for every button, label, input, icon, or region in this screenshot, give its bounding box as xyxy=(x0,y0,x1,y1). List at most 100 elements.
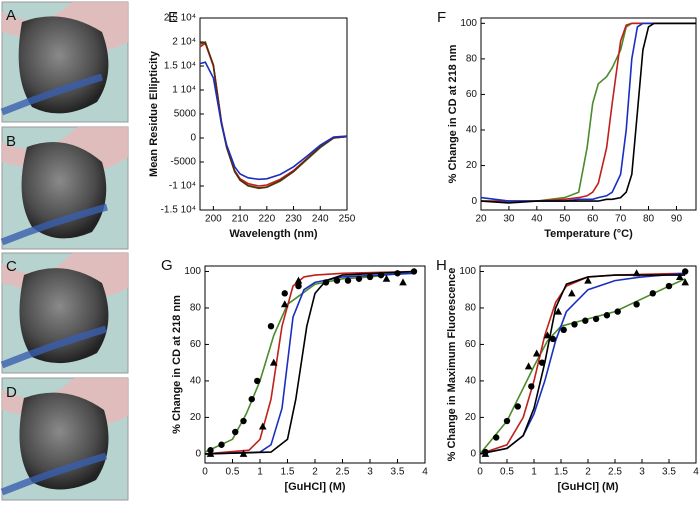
data-point xyxy=(582,317,589,324)
y-tick-label: 40 xyxy=(466,125,478,136)
x-axis-label: [GuHCl] (M) xyxy=(557,481,618,493)
panel-label: E xyxy=(168,9,178,26)
data-line xyxy=(479,278,686,455)
data-point xyxy=(554,307,563,315)
x-tick-label: 2 xyxy=(585,467,591,478)
data-point xyxy=(481,449,490,457)
x-tick-label: 250 xyxy=(339,214,356,225)
x-tick-label: 60 xyxy=(587,214,599,225)
data-point xyxy=(614,308,621,315)
data-point xyxy=(394,270,401,277)
data-point xyxy=(232,428,239,436)
structure-panel xyxy=(0,377,129,501)
y-tick-label: 100 xyxy=(460,18,477,29)
data-line xyxy=(480,22,696,204)
x-tick-label: 0.5 xyxy=(226,467,240,478)
data-line xyxy=(199,42,348,187)
x-tick-label: 1.5 xyxy=(281,467,295,478)
structure-panel xyxy=(0,126,129,250)
x-tick-label: 1 xyxy=(531,467,537,478)
data-line xyxy=(199,40,348,190)
x-tick-label: 4 xyxy=(693,467,699,478)
y-tick-label: 2 10⁴ xyxy=(172,37,196,48)
y-tick-label: 20 xyxy=(466,160,478,171)
data-line xyxy=(481,22,696,202)
x-tick-label: 230 xyxy=(285,214,302,225)
data-point xyxy=(295,282,302,290)
x-tick-label: 4 xyxy=(422,467,428,478)
y-tick-label: 40 xyxy=(465,376,477,387)
x-tick-label: 3.5 xyxy=(662,467,676,478)
y-tick-label: 0 xyxy=(195,449,201,460)
x-tick-label: 3.5 xyxy=(391,467,405,478)
x-tick-label: 70 xyxy=(615,214,627,225)
panel-label: F xyxy=(437,9,446,26)
data-point xyxy=(592,315,600,323)
y-axis-label: Mean Residue Ellipticity xyxy=(148,50,160,177)
data-point xyxy=(560,326,567,334)
data-point xyxy=(649,290,656,297)
y-tick-label: -1 10⁴ xyxy=(169,181,196,192)
x-tick-label: 3 xyxy=(639,467,645,478)
data-point xyxy=(514,403,521,410)
x-tick-label: 0 xyxy=(202,467,208,478)
x-axis-label: Temperature (°C) xyxy=(544,228,633,240)
structure-panel xyxy=(0,1,129,123)
data-point xyxy=(322,279,330,286)
data-line xyxy=(204,270,415,455)
data-line xyxy=(480,22,696,202)
y-tick-label: 20 xyxy=(190,412,202,423)
x-tick-label: 2.5 xyxy=(336,467,350,478)
data-point xyxy=(493,434,500,441)
data-line xyxy=(199,41,348,189)
data-point xyxy=(366,273,374,281)
x-axis-label: Wavelength (nm) xyxy=(229,228,318,240)
x-tick-label: 90 xyxy=(671,214,683,225)
data-point xyxy=(333,277,341,284)
data-line xyxy=(481,22,696,202)
x-tick-label: 240 xyxy=(312,214,329,225)
data-point xyxy=(503,417,511,425)
data-point xyxy=(524,362,533,370)
x-tick-label: 200 xyxy=(205,214,222,225)
data-point xyxy=(239,449,248,457)
y-tick-label: 0 xyxy=(470,449,476,460)
data-point xyxy=(218,441,225,448)
y-tick-label: -1.5 10⁴ xyxy=(161,205,196,216)
data-point xyxy=(543,331,552,339)
data-point xyxy=(568,289,576,297)
data-point xyxy=(632,269,641,277)
x-tick-label: 1 xyxy=(257,467,263,478)
data-point xyxy=(665,282,673,290)
y-tick-label: 60 xyxy=(465,339,477,350)
x-tick-label: 80 xyxy=(643,214,655,225)
plot-frame xyxy=(199,17,348,211)
data-point xyxy=(206,449,215,457)
y-tick-label: 20 xyxy=(465,412,477,423)
data-point xyxy=(280,300,289,308)
y-tick-label: 60 xyxy=(466,89,478,100)
structure-panel xyxy=(0,252,129,374)
y-axis-label: % Change in Maximum Fluorescence xyxy=(446,268,458,462)
panel-label: C xyxy=(6,258,17,275)
plot-frame xyxy=(479,265,697,464)
panel-label: B xyxy=(6,133,16,150)
plot-frame xyxy=(480,17,697,211)
y-tick-label: 0 xyxy=(190,133,196,144)
data-point xyxy=(603,312,611,319)
y-tick-label: -5000 xyxy=(170,157,196,168)
data-line xyxy=(204,270,415,453)
panel-label: G xyxy=(161,257,173,274)
data-point xyxy=(377,271,385,279)
x-tick-label: 20 xyxy=(475,214,487,225)
x-tick-label: 40 xyxy=(531,214,543,225)
panel-label: H xyxy=(436,257,447,274)
panel-label: A xyxy=(6,7,16,24)
data-point xyxy=(382,274,391,282)
data-line xyxy=(204,270,415,455)
data-point xyxy=(571,321,578,328)
data-line xyxy=(479,274,686,455)
data-point xyxy=(344,277,352,284)
y-tick-label: 80 xyxy=(465,303,477,314)
